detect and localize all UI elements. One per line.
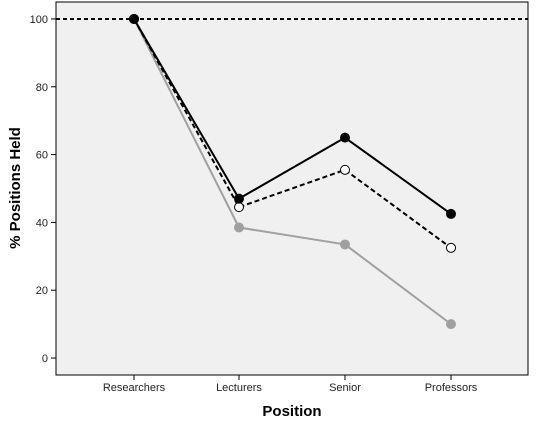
data-point: [446, 242, 456, 253]
y-tick-label: 40: [36, 217, 48, 229]
data-point: [446, 319, 456, 330]
x-tick-label: Researchers: [103, 382, 166, 394]
data-point: [129, 13, 139, 24]
series-line: [133, 18, 452, 215]
data-point: [446, 208, 456, 219]
x-tick-label: Professors: [425, 382, 478, 394]
y-tick-label: 60: [36, 150, 48, 162]
data-point: [234, 202, 244, 213]
y-tick-label: 100: [30, 14, 48, 26]
y-tick-label: 80: [36, 82, 48, 94]
data-point: [340, 132, 350, 143]
data-point: [234, 193, 244, 204]
x-tick-label: Lecturers: [216, 382, 262, 394]
x-tick-label: Senior: [329, 382, 361, 394]
data-point: [340, 239, 350, 250]
plot-area: [55, 1, 529, 376]
x-axis: Researchers Lecturers Senior Professors: [103, 375, 478, 394]
data-point: [234, 222, 244, 233]
series-group: [129, 13, 456, 330]
y-axis: 0 20 40 60 80 100: [30, 14, 56, 365]
x-axis-title: Position: [262, 403, 321, 420]
data-point: [340, 164, 350, 175]
y-axis-title: % Positions Held: [7, 127, 24, 249]
y-tick-label: 20: [36, 285, 48, 297]
series-line: [133, 18, 452, 249]
y-tick-label: 0: [42, 353, 48, 365]
series-1: [129, 13, 456, 219]
series-line: [133, 18, 452, 325]
